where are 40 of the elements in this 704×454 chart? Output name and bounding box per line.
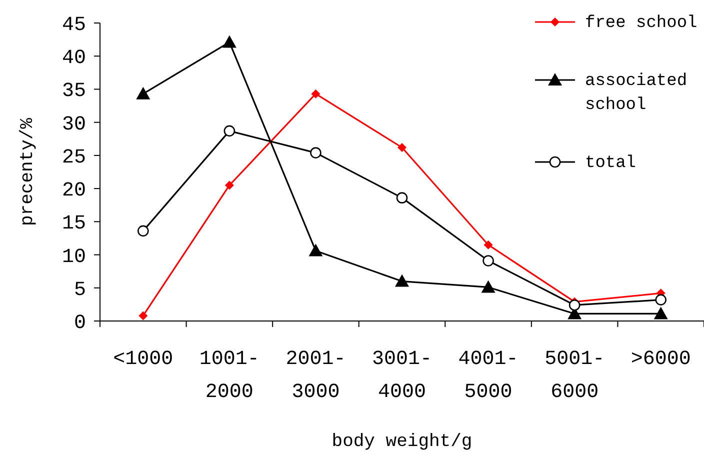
legend-label: total: [585, 154, 636, 173]
x-tick-label: 4001-5000: [458, 348, 518, 404]
y-tick-label: 0: [74, 312, 86, 335]
point: [224, 125, 236, 137]
point: [396, 192, 408, 204]
x-tick-label: <1000: [113, 348, 174, 371]
point: [136, 86, 150, 100]
x-tick-label: >6000: [630, 348, 691, 371]
x-tick-label: 5001-6000: [544, 348, 605, 404]
y-tick-label: 20: [62, 180, 86, 203]
point: [484, 240, 493, 250]
y-tick-label: 5: [74, 278, 86, 302]
x-tick-label: 2001-3000: [286, 348, 346, 404]
point: [137, 225, 149, 237]
legend-label: free school: [585, 14, 698, 33]
y-tick-label: 25: [62, 146, 86, 170]
y-tick-label: 35: [62, 80, 86, 104]
legend-label: associated school: [585, 72, 688, 115]
y-tick-label: 45: [62, 14, 86, 37]
x-tick-label: 3001-4000: [372, 348, 432, 404]
y-tick-label: 40: [62, 47, 86, 70]
point: [308, 244, 323, 256]
point: [398, 143, 406, 152]
point: [568, 299, 580, 311]
y-tick-label: 30: [62, 113, 86, 136]
point: [654, 306, 668, 320]
x-axis-title: body weight/g: [332, 432, 472, 452]
point: [224, 180, 234, 190]
point: [655, 294, 667, 306]
point: [310, 147, 322, 158]
point: [222, 35, 236, 48]
point: [481, 280, 496, 293]
point: [138, 311, 148, 320]
point: [482, 255, 494, 266]
y-tick-label: 10: [62, 246, 86, 269]
y-tick-label: 15: [62, 212, 86, 236]
point: [395, 274, 409, 287]
y-axis-title: precenty/%: [18, 118, 38, 226]
x-tick-label: 1001-2000: [199, 348, 260, 404]
point: [311, 89, 320, 98]
